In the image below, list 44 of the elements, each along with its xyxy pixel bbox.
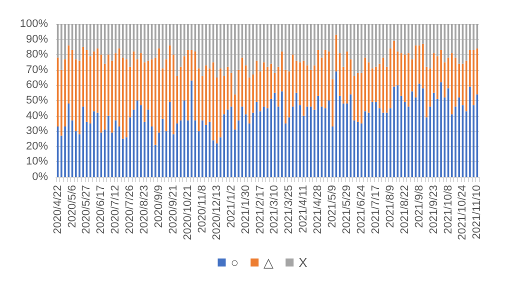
y-tick-label: 0% <box>32 171 48 183</box>
y-tick-label: 100% <box>20 18 48 30</box>
y-tick-label: 50% <box>26 94 48 106</box>
x-tick-label: 2021/1/30 <box>240 185 252 234</box>
y-tick-label: 30% <box>26 125 48 138</box>
x-tick-label: 2021/1/2 <box>225 185 238 228</box>
legend-label: X <box>298 255 308 270</box>
x-tick-label: 2020/9/9 <box>153 185 166 228</box>
x-tick-label: 2020/8/23 <box>138 185 151 234</box>
x-tick-label: 2021/3/25 <box>283 185 296 234</box>
x-tick-label: 2021/4/28 <box>312 185 324 234</box>
x-tick-label: 2021/5/9 <box>326 185 339 228</box>
x-tick-label: 2020/11/8 <box>196 185 208 234</box>
x-tick-label: 2021/9/23 <box>428 185 440 234</box>
x-tick-label: 2020/12/13 <box>210 185 223 240</box>
x-tick-label: 2020/10/21 <box>182 185 194 240</box>
x-tick-label: 2021/7/17 <box>370 185 382 234</box>
legend-label: △ <box>264 255 274 270</box>
x-tick-label: 2020/5/6 <box>66 185 78 228</box>
x-tick-label: 2021/3/10 <box>268 185 281 234</box>
y-tick-label: 20% <box>26 140 48 152</box>
x-tick-label: 2020/9/21 <box>168 185 180 234</box>
y-tick-label: 90% <box>26 33 48 46</box>
x-tick-label: 2021/2/17 <box>254 185 266 234</box>
x-tick-label: 2020/5/27 <box>80 185 93 234</box>
x-tick-label: 2020/4/22 <box>52 185 64 234</box>
x-tick-label: 2021/6/24 <box>356 185 368 234</box>
x-tick-label: 2020/6/17 <box>95 185 108 234</box>
x-tick-label: 2020/7/12 <box>110 185 122 234</box>
x-tick-label: 2021/10/24 <box>456 185 469 240</box>
y-tick-label: 80% <box>26 48 48 61</box>
x-tick-label: 2020/7/26 <box>124 185 136 234</box>
x-tick-label: 2021/5/29 <box>341 185 354 234</box>
y-tick-label: 40% <box>26 110 48 122</box>
y-tick-label: 10% <box>26 156 48 168</box>
legend-label: ○ <box>230 255 239 270</box>
x-tick-label: 2021/4/11 <box>298 185 310 234</box>
x-tick-label: 2021/8/9 <box>384 185 396 228</box>
x-tick-label: 2021/11/10 <box>471 185 484 240</box>
x-tick-label: 2021/10/8 <box>442 185 454 234</box>
x-tick-label: 2021/9/8 <box>413 185 426 228</box>
y-tick-label: 60% <box>26 79 48 92</box>
y-tick-label: 70% <box>26 64 48 76</box>
x-tick-label: 2021/8/22 <box>398 185 411 234</box>
